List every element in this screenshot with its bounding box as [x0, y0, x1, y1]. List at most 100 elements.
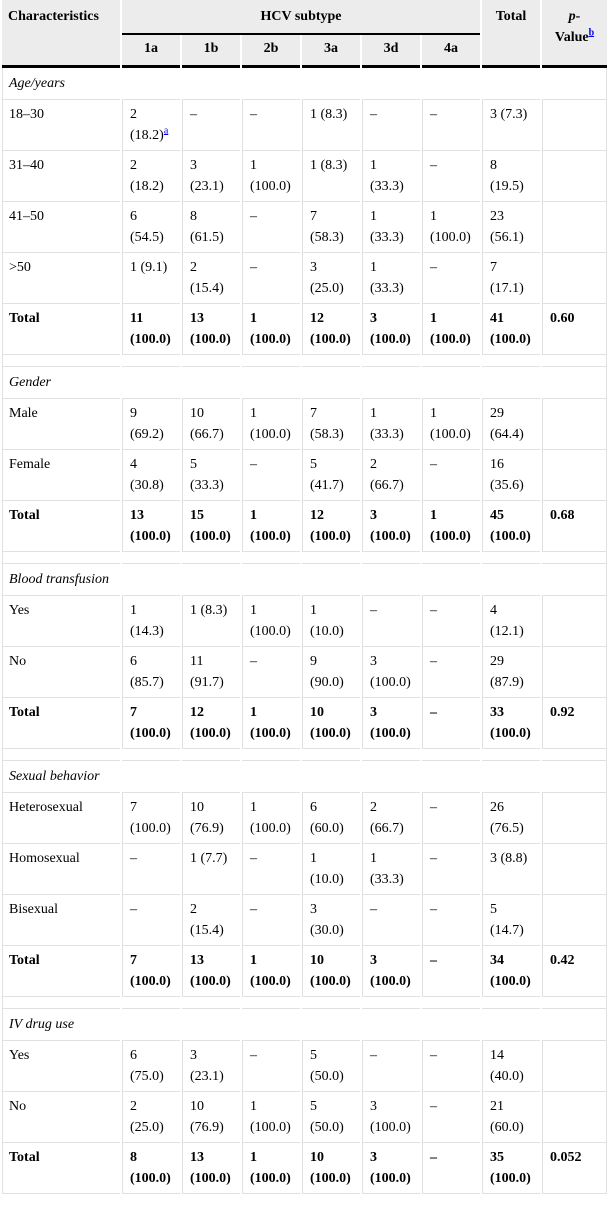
total-label: Total [2, 698, 120, 749]
section-cell-empty [242, 761, 300, 793]
data-cell: – [422, 1092, 481, 1143]
data-row: 18–30 2 (18.2)a – –1 (8.3) – –3 (7.3) [2, 100, 608, 151]
p-value-cell [542, 253, 608, 304]
data-cell: 1 (100.0) [422, 501, 481, 552]
p-value-cell: 0.42 [542, 946, 608, 997]
section-cell-empty [242, 367, 300, 399]
data-cell: 13 (100.0) [122, 501, 180, 552]
data-cell: 1 (100.0) [242, 793, 300, 844]
footnote-b-link[interactable]: b [588, 27, 595, 39]
data-row: >50 1 (9.1) 2 (15.4) –3 (25.0) 1 (33.3) –7 (1… [2, 253, 608, 304]
row-label: Male [2, 399, 120, 450]
data-cell: 3 (100.0) [362, 1092, 420, 1143]
section-cell-empty [482, 1009, 541, 1041]
data-cell: 3 (25.0) [302, 253, 360, 304]
section-cell-empty [182, 367, 240, 399]
gap-cell [302, 997, 360, 1009]
total-row: Total 13 (100.0) 15 (100.0) 1 (100.0) 12 (10… [2, 501, 608, 552]
section-cell-empty [242, 68, 300, 100]
section-cell-empty [542, 367, 608, 399]
gap-cell [302, 552, 360, 564]
data-cell: 1 (100.0) [242, 596, 300, 647]
data-cell: 1 (100.0) [422, 202, 481, 253]
data-cell: 5 (14.7) [482, 895, 541, 946]
section-cell-empty [122, 761, 180, 793]
p-value-hyphen: - [575, 9, 581, 24]
col-header-subtype-2b: 2b [242, 35, 300, 68]
p-value-cell [542, 399, 608, 450]
gap-cell [422, 355, 481, 367]
section-cell-empty [422, 761, 481, 793]
section-cell-empty [182, 1009, 240, 1041]
row-label: Yes [2, 596, 120, 647]
gap-cell [2, 749, 120, 761]
data-cell: 34 (100.0) [482, 946, 541, 997]
section-cell-empty [422, 564, 481, 596]
section-cell-empty [302, 761, 360, 793]
data-cell: 1 (100.0) [242, 304, 300, 355]
section-cell-empty [302, 1009, 360, 1041]
data-cell: – [362, 596, 420, 647]
section-cell-empty [302, 564, 360, 596]
data-cell: 6 (75.0) [122, 1041, 180, 1092]
data-cell: 8 (100.0) [122, 1143, 180, 1194]
data-cell: 8 (61.5) [182, 202, 240, 253]
gap-cell [362, 749, 420, 761]
p-value-cell [542, 202, 608, 253]
total-row: Total 7 (100.0) 12 (100.0) 1 (100.0) 10 (100… [2, 698, 608, 749]
section-cell-empty [302, 367, 360, 399]
data-cell: 1 (8.3) [182, 596, 240, 647]
data-cell: – [122, 895, 180, 946]
p-value-cell [542, 100, 608, 151]
row-label: 41–50 [2, 202, 120, 253]
footnote-a-link[interactable]: a [163, 125, 169, 137]
data-cell: 5 (33.3) [182, 450, 240, 501]
col-header-subtype-1b: 1b [182, 35, 240, 68]
section-cell-empty [362, 761, 420, 793]
data-cell: 41 (100.0) [482, 304, 541, 355]
data-cell: – [242, 253, 300, 304]
data-cell: 7 (100.0) [122, 946, 180, 997]
data-cell: 1 (100.0) [242, 946, 300, 997]
data-cell: – [362, 100, 420, 151]
data-cell: 5 (41.7) [302, 450, 360, 501]
p-value-cell [542, 793, 608, 844]
data-cell: 23 (56.1) [482, 202, 541, 253]
p-value-cell [542, 647, 608, 698]
section-cell-empty [122, 1009, 180, 1041]
subtype-header-row: 1a 1b 2b 3a 3d 4a [2, 35, 607, 68]
data-cell: – [422, 698, 481, 749]
data-row: Homosexual –1 (7.7) –1 (10.0) 1 (33.3) –3 (8… [2, 844, 608, 895]
data-cell: 4 (12.1) [482, 596, 541, 647]
data-cell: 11 (100.0) [122, 304, 180, 355]
gap-cell [182, 355, 240, 367]
data-cell: – [242, 202, 300, 253]
section-cell-empty [302, 68, 360, 100]
data-cell: 1 (14.3) [122, 596, 180, 647]
data-cell: 1 (33.3) [362, 844, 420, 895]
row-label: No [2, 647, 120, 698]
total-row: Total 11 (100.0) 13 (100.0) 1 (100.0) 12 (10… [2, 304, 608, 355]
gap-cell [362, 552, 420, 564]
section-row: IV drug use [2, 1009, 608, 1041]
gap-cell [422, 997, 481, 1009]
data-row: Yes 6 (75.0) 3 (23.1) –5 (50.0) – –14 (40.0) [2, 1041, 608, 1092]
section-cell-empty [482, 761, 541, 793]
gap-cell [422, 749, 481, 761]
data-cell: – [242, 647, 300, 698]
gap-cell [542, 997, 608, 1009]
section-title: Sexual behavior [2, 761, 120, 793]
data-cell: – [422, 596, 481, 647]
row-label: Homosexual [2, 844, 120, 895]
data-cell: – [422, 793, 481, 844]
gap-cell [242, 355, 300, 367]
section-cell-empty [362, 68, 420, 100]
section-cell-empty [122, 564, 180, 596]
data-cell: – [422, 844, 481, 895]
data-cell: 2 (15.4) [182, 253, 240, 304]
data-cell: 5 (50.0) [302, 1092, 360, 1143]
data-cell: 1 (10.0) [302, 596, 360, 647]
total-row: Total 8 (100.0) 13 (100.0) 1 (100.0) 10 (100… [2, 1143, 608, 1194]
section-cell-empty [122, 367, 180, 399]
section-cell-empty [242, 564, 300, 596]
